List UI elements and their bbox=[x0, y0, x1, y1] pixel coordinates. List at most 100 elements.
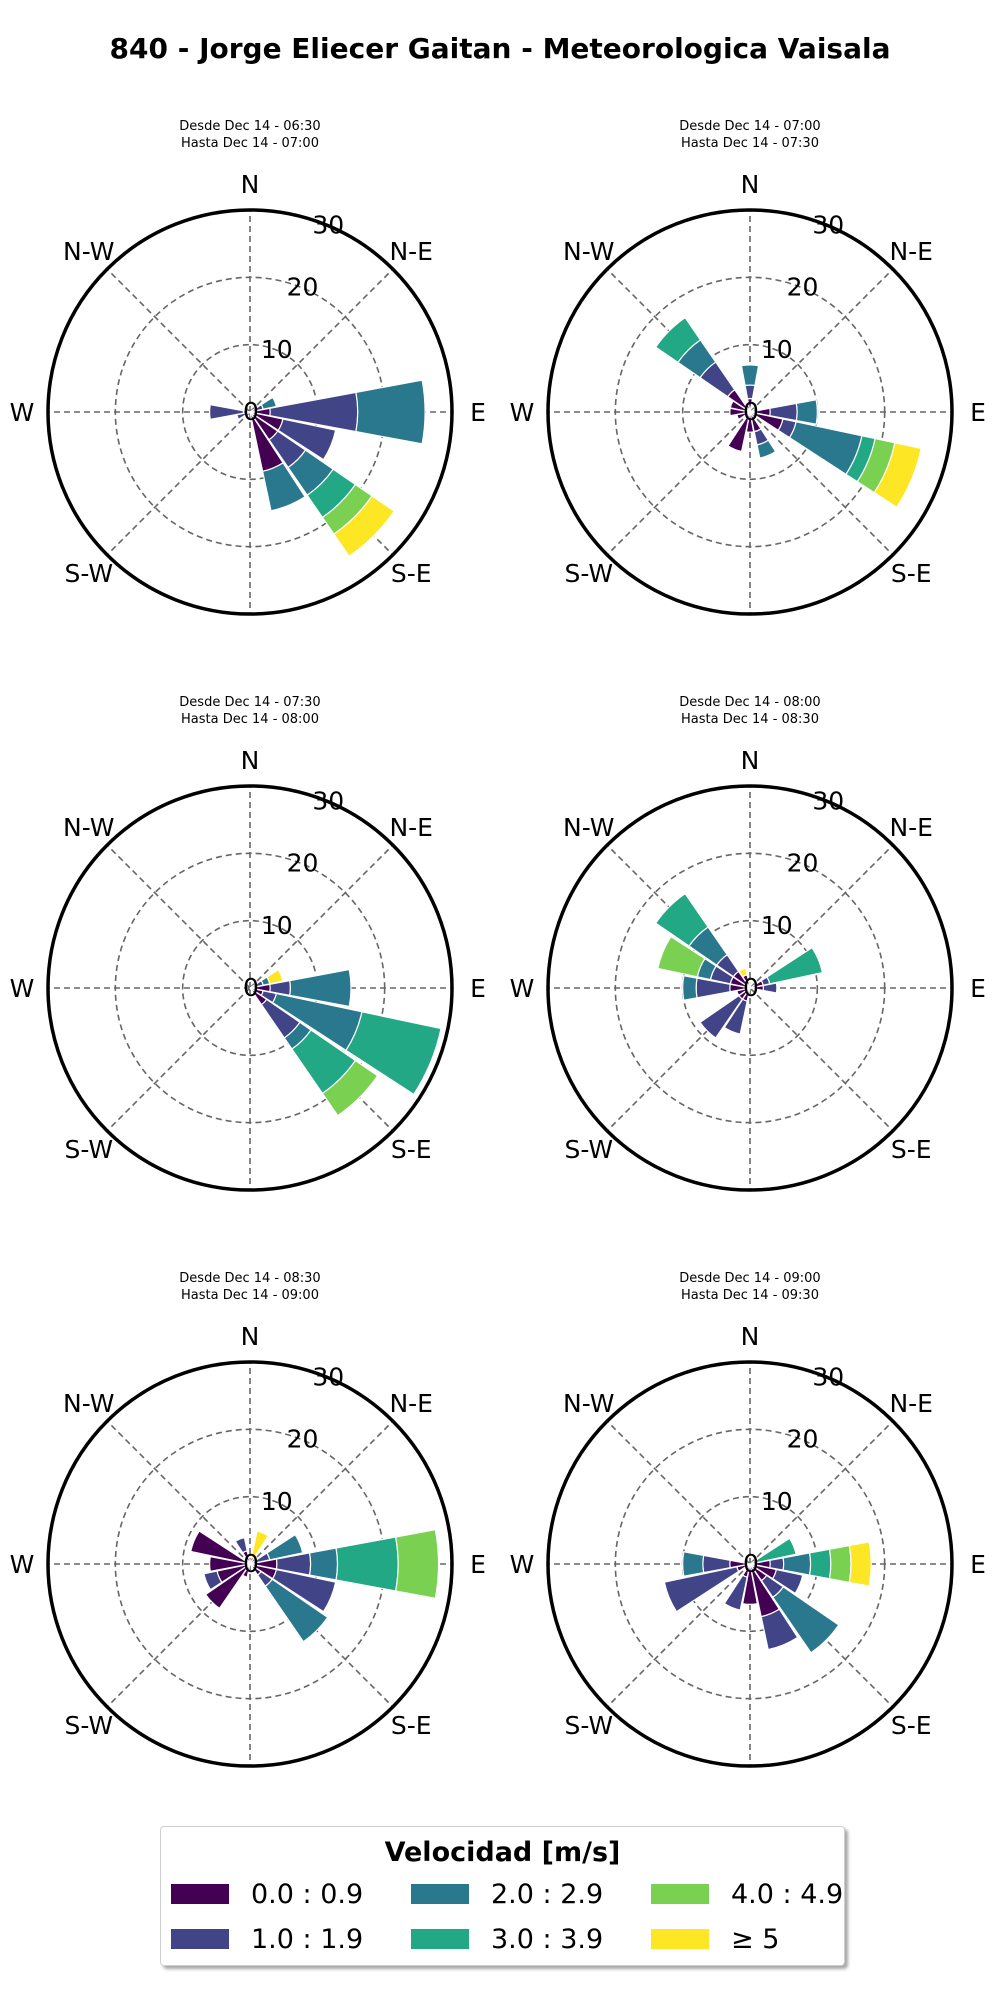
panel-hasta: Hasta Dec 14 - 07:00 bbox=[181, 136, 319, 151]
direction-label: N-E bbox=[889, 237, 933, 266]
direction-label: S-E bbox=[891, 1135, 932, 1164]
sector-bar bbox=[756, 439, 777, 459]
direction-label: N-E bbox=[389, 813, 433, 842]
sector-bar bbox=[740, 364, 760, 387]
legend-label: ≥ 5 bbox=[731, 1923, 780, 1955]
grid-spoke bbox=[749, 268, 894, 413]
direction-label: N-W bbox=[563, 1389, 614, 1418]
sector-bar bbox=[749, 407, 758, 413]
sector-bar bbox=[190, 1530, 251, 1565]
direction-label: S-E bbox=[391, 559, 432, 588]
radial-tick-label: 0 bbox=[243, 1549, 259, 1578]
direction-label: S-E bbox=[391, 1135, 432, 1164]
outer-ring bbox=[546, 1360, 954, 1768]
sector-bars bbox=[249, 968, 442, 1117]
radial-tick-label: 30 bbox=[812, 786, 844, 815]
legend-label: 4.0 : 4.9 bbox=[731, 1878, 844, 1910]
sector-bar bbox=[657, 935, 706, 978]
sector-bar bbox=[766, 946, 824, 985]
direction-label: N-E bbox=[889, 813, 933, 842]
legend: Velocidad [m/s] 0.0 : 0.9 1.0 : 1.9 2.0 : … bbox=[160, 1826, 845, 1966]
grid-spoke bbox=[249, 1420, 394, 1565]
sector-bar bbox=[760, 1608, 799, 1651]
radial-tick-label: 20 bbox=[287, 273, 319, 302]
sector-bar bbox=[261, 461, 306, 512]
sector-bars bbox=[663, 1537, 872, 1654]
panel-desde: Desde Dec 14 - 09:00 bbox=[679, 1271, 821, 1286]
sector-bar bbox=[250, 1530, 270, 1560]
sector-bar bbox=[828, 1544, 852, 1584]
radial-tick-label: 30 bbox=[312, 786, 344, 815]
radial-tick-label: 0 bbox=[743, 1549, 759, 1578]
grid-spoke bbox=[749, 987, 894, 1132]
sector-bar bbox=[682, 975, 698, 1001]
radial-tick-label: 0 bbox=[243, 397, 259, 426]
sector-bar bbox=[204, 1563, 251, 1610]
direction-label: E bbox=[970, 1550, 986, 1579]
radial-tick-label: 20 bbox=[287, 1425, 319, 1454]
grid-spoke bbox=[749, 1420, 894, 1565]
sector-bar bbox=[271, 1568, 337, 1613]
sector-bars bbox=[654, 892, 824, 1039]
legend-swatch bbox=[411, 1884, 469, 1904]
direction-label: W bbox=[10, 398, 35, 427]
direction-label: W bbox=[510, 398, 535, 427]
direction-label: N bbox=[241, 746, 260, 775]
sector-bar bbox=[321, 1059, 379, 1117]
sector-bar bbox=[736, 411, 751, 421]
direction-label: W bbox=[10, 1550, 35, 1579]
grid-spoke bbox=[106, 844, 251, 989]
direction-label: N-E bbox=[389, 1389, 433, 1418]
radial-tick-label: 20 bbox=[787, 1425, 819, 1454]
direction-label: S-W bbox=[564, 1711, 613, 1740]
radial-tick-label: 10 bbox=[261, 335, 293, 364]
grid-spoke bbox=[106, 268, 251, 413]
radial-tick-label: 30 bbox=[312, 210, 344, 239]
sector-bar bbox=[873, 442, 922, 509]
legend-item: ≥ 5 bbox=[651, 1923, 780, 1955]
direction-label: S-E bbox=[391, 1711, 432, 1740]
sector-bar bbox=[241, 1563, 251, 1578]
radial-tick-label: 30 bbox=[312, 1362, 344, 1391]
radial-tick-label: 10 bbox=[261, 911, 293, 940]
direction-label: S-W bbox=[64, 1135, 113, 1164]
sector-bar bbox=[654, 892, 709, 947]
grid-spoke bbox=[106, 987, 251, 1132]
sector-bar bbox=[308, 1547, 339, 1581]
legend-item: 1.0 : 1.9 bbox=[171, 1924, 363, 1955]
panel-desde: Desde Dec 14 - 08:30 bbox=[179, 1271, 321, 1286]
grid-spoke bbox=[606, 411, 751, 556]
radial-tick-label: 10 bbox=[761, 1487, 793, 1516]
legend-title: Velocidad [m/s] bbox=[384, 1837, 621, 1868]
windrose-panel: Desde Dec 14 - 08:30 Hasta Dec 14 - 09:00… bbox=[0, 1152, 500, 1768]
sector-bar bbox=[772, 1586, 840, 1654]
legend-swatch bbox=[171, 1929, 229, 1949]
radial-tick-label: 10 bbox=[761, 335, 793, 364]
direction-label: S-W bbox=[564, 1135, 613, 1164]
direction-label: N-W bbox=[563, 237, 614, 266]
outer-ring bbox=[46, 1360, 454, 1768]
sector-bar bbox=[260, 396, 278, 410]
sector-bars bbox=[654, 316, 922, 509]
legend-swatch bbox=[651, 1884, 709, 1904]
outer-ring bbox=[546, 784, 954, 1192]
panel-title: Desde Dec 14 - 07:00 Hasta Dec 14 - 07:30 bbox=[500, 118, 1000, 152]
sector-bar bbox=[729, 407, 751, 417]
windrose-panel: Desde Dec 14 - 06:30 Hasta Dec 14 - 07:00… bbox=[0, 0, 500, 616]
direction-label: N bbox=[741, 1322, 760, 1351]
sector-bar bbox=[209, 403, 245, 421]
grid-spoke bbox=[249, 268, 394, 413]
panel-title: Desde Dec 14 - 08:30 Hasta Dec 14 - 09:00 bbox=[0, 1270, 500, 1304]
legend-swatch bbox=[171, 1884, 229, 1904]
radial-tick-label: 20 bbox=[787, 849, 819, 878]
panel-hasta: Hasta Dec 14 - 08:00 bbox=[181, 712, 319, 727]
grid-spoke bbox=[249, 844, 394, 989]
sector-bar bbox=[264, 1578, 329, 1643]
panel-desde: Desde Dec 14 - 07:30 bbox=[179, 695, 321, 710]
windrose-panel: Desde Dec 14 - 07:00 Hasta Dec 14 - 07:30… bbox=[500, 0, 1000, 616]
radial-tick-label: 10 bbox=[261, 1487, 293, 1516]
grid-spoke bbox=[106, 1420, 251, 1565]
